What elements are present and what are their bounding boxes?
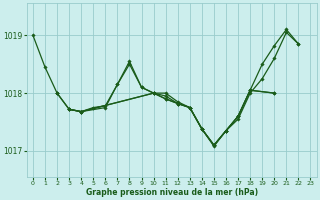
X-axis label: Graphe pression niveau de la mer (hPa): Graphe pression niveau de la mer (hPa) — [86, 188, 258, 197]
